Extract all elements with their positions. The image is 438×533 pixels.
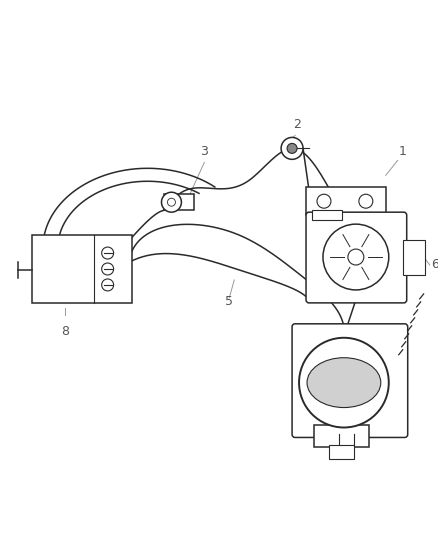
Ellipse shape [306,358,380,408]
Bar [311,210,341,220]
Circle shape [322,224,388,290]
Circle shape [316,194,330,208]
Text: 1: 1 [398,146,406,158]
Bar [328,446,353,459]
Bar [164,194,194,210]
Circle shape [298,338,388,427]
FancyBboxPatch shape [305,212,406,303]
Circle shape [286,143,297,154]
Text: 2: 2 [293,118,300,132]
FancyBboxPatch shape [291,324,407,438]
Bar [402,240,424,275]
Bar [32,235,131,303]
Circle shape [347,249,363,265]
Circle shape [161,192,181,212]
Circle shape [102,279,113,291]
Circle shape [102,247,113,259]
Circle shape [358,194,372,208]
Text: 5: 5 [225,295,233,308]
Circle shape [167,198,175,206]
Bar [313,425,368,447]
Circle shape [102,263,113,275]
Text: 8: 8 [60,325,69,338]
Circle shape [280,138,302,159]
Text: 6: 6 [430,258,438,271]
Bar [305,187,385,215]
Text: 3: 3 [200,146,208,158]
